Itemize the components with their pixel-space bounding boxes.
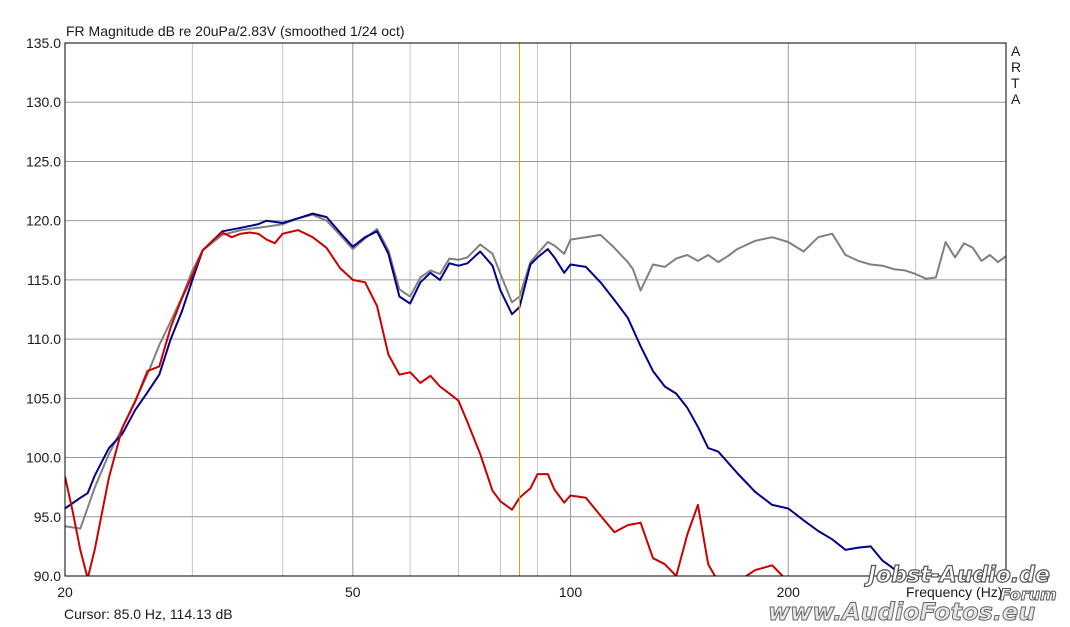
y-tick-label: 95.0	[34, 509, 61, 525]
x-tick-labels: 20 50 100 200	[57, 584, 800, 600]
y-tick-label: 115.0	[27, 272, 61, 288]
cursor-readout: Cursor: 85.0 Hz, 114.13 dB	[64, 606, 233, 622]
arta-letter-2: R	[1011, 59, 1021, 75]
x-axis-label: Frequency (Hz)	[906, 584, 1002, 600]
arta-letter-1: A	[1011, 43, 1021, 59]
y-tick-label: 135.0	[26, 35, 61, 51]
watermark-line-3: www.AudioFotos.eu	[768, 598, 1035, 626]
arta-letter-3: T	[1011, 75, 1020, 91]
plot-frame	[64, 42, 1007, 577]
series-line-3	[65, 229, 784, 576]
watermark-line-1: Jobst-Audio.de	[864, 563, 1050, 588]
x-tick-label: 200	[777, 584, 801, 600]
y-tick-label: 100.0	[26, 450, 61, 466]
y-tick-label: 90.0	[34, 568, 61, 584]
arta-letter-4: A	[1011, 91, 1021, 107]
series-layer	[65, 212, 1006, 576]
y-tick-label: 130.0	[26, 94, 61, 110]
x-tick-label: 100	[559, 584, 583, 600]
x-tick-label: 50	[345, 584, 361, 600]
series-line-1	[65, 213, 1006, 530]
chart-title: FR Magnitude dB re 20uPa/2.83V (smoothed…	[66, 23, 405, 39]
y-tick-label: 120.0	[26, 213, 61, 229]
y-tick-label: 105.0	[26, 390, 61, 406]
x-gridlines	[191, 43, 917, 576]
y-tick-label: 125.0	[26, 153, 61, 169]
arta-label: A R T A	[1011, 43, 1021, 107]
watermark: Jobst-Audio.de Forum www.AudioFotos.eu	[768, 562, 1058, 626]
x-tick-label: 20	[57, 584, 73, 600]
watermark-line-2: Forum	[1000, 585, 1057, 604]
y-tick-label: 110.0	[27, 331, 61, 347]
y-tick-labels: 90.0 95.0 100.0 105.0 110.0 115.0 120.0 125.0 13…	[26, 35, 61, 584]
